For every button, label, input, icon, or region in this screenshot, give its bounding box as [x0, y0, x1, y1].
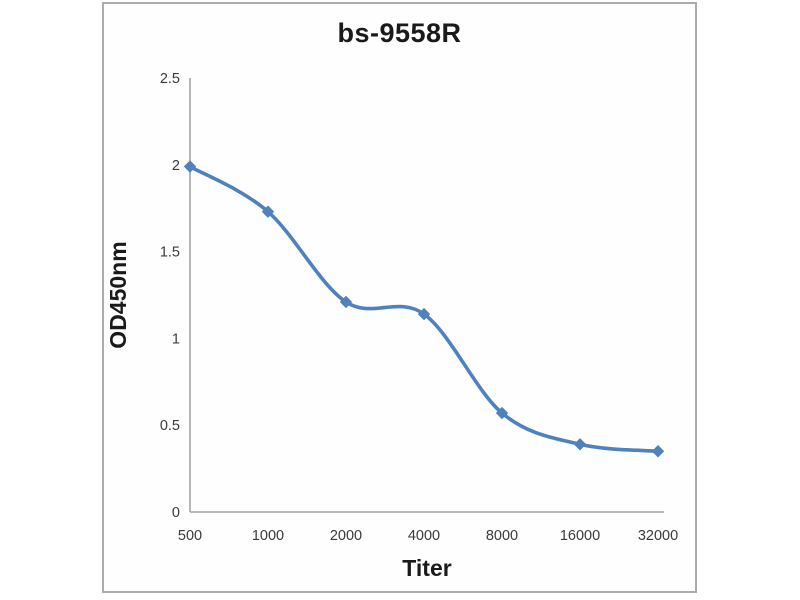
y-axis-title: OD450nm	[105, 241, 131, 348]
chart-plot: 0 0.5 1 1.5 2 2.5 500 1000 2000 4000 8000 16000 3200…	[105, 71, 678, 581]
x-tick-label: 1000	[252, 528, 284, 544]
x-tick-label: 8000	[486, 528, 518, 544]
x-tick-label: 4000	[408, 528, 440, 544]
data-point-marker	[573, 438, 587, 451]
data-point-marker	[339, 295, 353, 309]
x-tick-label: 500	[178, 528, 202, 544]
data-point-marker	[417, 307, 431, 321]
x-tick-label: 32000	[638, 528, 678, 544]
y-tick-label: 1.5	[160, 245, 180, 261]
chart-panel: bs-9558R 0 0.5 1 1.5 2 2.5 500 1000 2000 4000 8000…	[102, 2, 697, 593]
chart-title: bs-9558R	[337, 18, 462, 48]
data-point-marker	[651, 445, 665, 458]
x-tick-label: 2000	[330, 528, 362, 544]
data-point-marker	[183, 160, 197, 173]
x-tick-label: 16000	[560, 528, 600, 544]
x-axis-title: Titer	[402, 555, 451, 581]
data-point-marker	[495, 406, 509, 420]
y-tick-label: 1	[172, 331, 180, 347]
data-point-marker	[261, 205, 275, 218]
y-tick-label: 2	[172, 158, 180, 174]
y-tick-label: 0.5	[160, 418, 180, 434]
y-tick-label: 0	[172, 505, 180, 521]
y-tick-label: 2.5	[160, 71, 180, 87]
